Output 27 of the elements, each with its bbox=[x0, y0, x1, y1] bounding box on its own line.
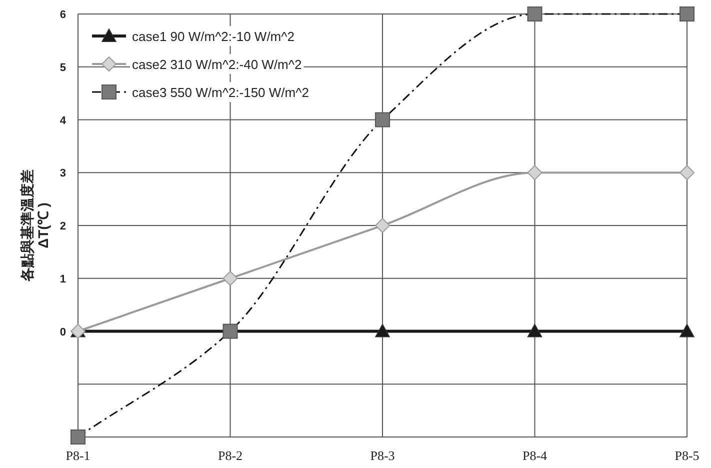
y-tick-label: 3 bbox=[60, 168, 66, 180]
y-tick-label: 5 bbox=[60, 62, 66, 74]
x-tick-label: P8-2 bbox=[218, 448, 243, 463]
point bbox=[375, 218, 390, 233]
x-tick-label: P8-4 bbox=[522, 448, 548, 463]
x-tick-label: P8-1 bbox=[66, 448, 90, 463]
y-tick-label: 2 bbox=[60, 220, 66, 232]
point bbox=[527, 6, 542, 22]
point bbox=[680, 324, 694, 338]
point bbox=[680, 6, 694, 22]
x-tick-label: P8-5 bbox=[674, 448, 700, 463]
y-axis-title: 各點與基準溫度差 ΔT(℃ ) bbox=[19, 170, 51, 282]
y-tick-label: 4 bbox=[60, 114, 67, 127]
y-tick-label: 1 bbox=[60, 273, 66, 286]
point bbox=[527, 165, 542, 180]
y-tick-label: 6 bbox=[60, 9, 66, 21]
x-tick-label: P8-3 bbox=[370, 448, 395, 463]
point bbox=[375, 112, 390, 128]
point bbox=[222, 270, 238, 286]
y-tick-label: 0 bbox=[60, 326, 66, 338]
legend-label: case3 550 W/m^2:-150 W/m^2 bbox=[132, 85, 309, 100]
point bbox=[375, 324, 390, 338]
point bbox=[70, 430, 86, 444]
point bbox=[527, 324, 542, 338]
point bbox=[680, 165, 694, 180]
legend-label: case1 90 W/m^2:-10 W/m^2 bbox=[132, 29, 294, 44]
legend-label: case2 310 W/m^2:-40 W/m^2 bbox=[132, 57, 302, 72]
